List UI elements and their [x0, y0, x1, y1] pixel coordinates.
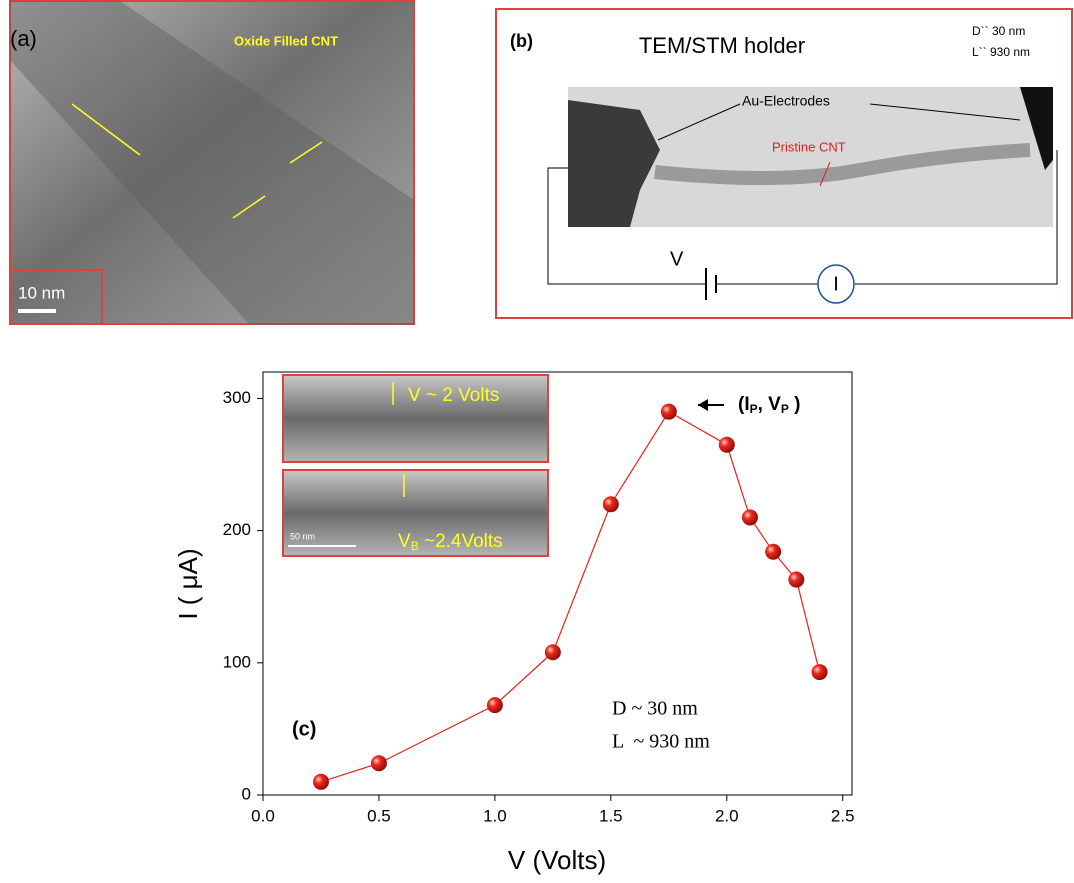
chart: V ~ 2 Volts VB ~2.4Volts 50 nm (IP, VP )…: [173, 371, 855, 875]
arrow: [289, 141, 323, 164]
label-part: (I: [738, 394, 750, 415]
x-tick-label: 2.0: [715, 806, 739, 825]
label-part: ~2.4Volts: [419, 531, 503, 552]
data-point: [811, 664, 828, 681]
arrow: [657, 103, 741, 141]
panel-title: TEM/STM holder: [639, 33, 805, 58]
scale-box: [9, 269, 103, 325]
y-tick-label: 0: [242, 784, 251, 803]
y-axis-label: I ( μA): [173, 548, 203, 619]
inset-image: [282, 469, 549, 557]
arrow: [71, 103, 141, 156]
inset-label: V ~ 2 Volts: [408, 385, 499, 406]
data-point: [486, 697, 503, 714]
scale-label: 50 nm: [290, 531, 315, 541]
label-part: ): [789, 394, 801, 415]
panel-label: (b): [510, 31, 533, 51]
panel-b: (b) TEM/STM holder D`` 30 nm L`` 930 nm …: [495, 8, 1073, 319]
label: Pristine CNT: [772, 139, 846, 154]
data-point: [370, 755, 387, 772]
annotation: (IP, VP ): [738, 394, 800, 416]
y-tick-label: 100: [223, 652, 251, 671]
electrode: [1020, 87, 1053, 170]
caption: Oxide Filled CNT: [234, 33, 338, 48]
note: L ~ 930 nm: [612, 731, 710, 753]
note: L`` 930 nm: [972, 45, 1030, 59]
subscript: P: [750, 402, 758, 416]
panel-a: (a) Oxide Filled CNT 10 nm: [9, 0, 415, 325]
arrow: [869, 103, 1021, 121]
x-tick-label: 1.0: [483, 806, 507, 825]
subscript: B: [411, 539, 419, 553]
label: I: [833, 273, 839, 295]
plot-frame: [262, 371, 853, 796]
label: V: [670, 248, 684, 270]
label-part: , V: [758, 394, 782, 415]
data-point: [788, 571, 805, 588]
electrode: [568, 100, 660, 227]
panel-label: (a): [10, 26, 37, 51]
y-tick-label: 300: [223, 388, 251, 407]
x-tick-label: 0.0: [251, 806, 275, 825]
arrow: [819, 161, 831, 187]
circuit-wire: [547, 150, 1058, 285]
data-point: [602, 496, 619, 513]
arrow: [232, 195, 266, 219]
x-tick-label: 2.5: [831, 806, 855, 825]
subscript: P: [781, 402, 789, 416]
nanotube: [654, 143, 1031, 186]
nanotube: [10, 1, 414, 325]
data-point: [544, 644, 561, 661]
label: Au-Electrodes: [742, 93, 830, 109]
x-tick-label: 1.5: [599, 806, 623, 825]
note: D ~ 30 nm: [612, 698, 698, 720]
data-line: [320, 410, 821, 783]
ammeter: [817, 264, 855, 304]
x-axis-label: V (Volts): [508, 845, 606, 875]
data-point: [765, 543, 782, 560]
panel-label: (c): [292, 718, 316, 740]
scale-label: 10 nm: [18, 283, 65, 302]
data-point: [718, 436, 735, 453]
data-point: [312, 773, 329, 790]
arrow-head: [698, 399, 708, 411]
data-point: [741, 509, 758, 526]
label-part: V: [398, 531, 411, 552]
data-point: [660, 403, 677, 420]
x-tick-label: 0.5: [367, 806, 391, 825]
y-tick-label: 200: [223, 520, 251, 539]
note: D`` 30 nm: [972, 24, 1025, 38]
inset-image: [282, 374, 549, 463]
inset-label: VB ~2.4Volts: [398, 531, 503, 553]
